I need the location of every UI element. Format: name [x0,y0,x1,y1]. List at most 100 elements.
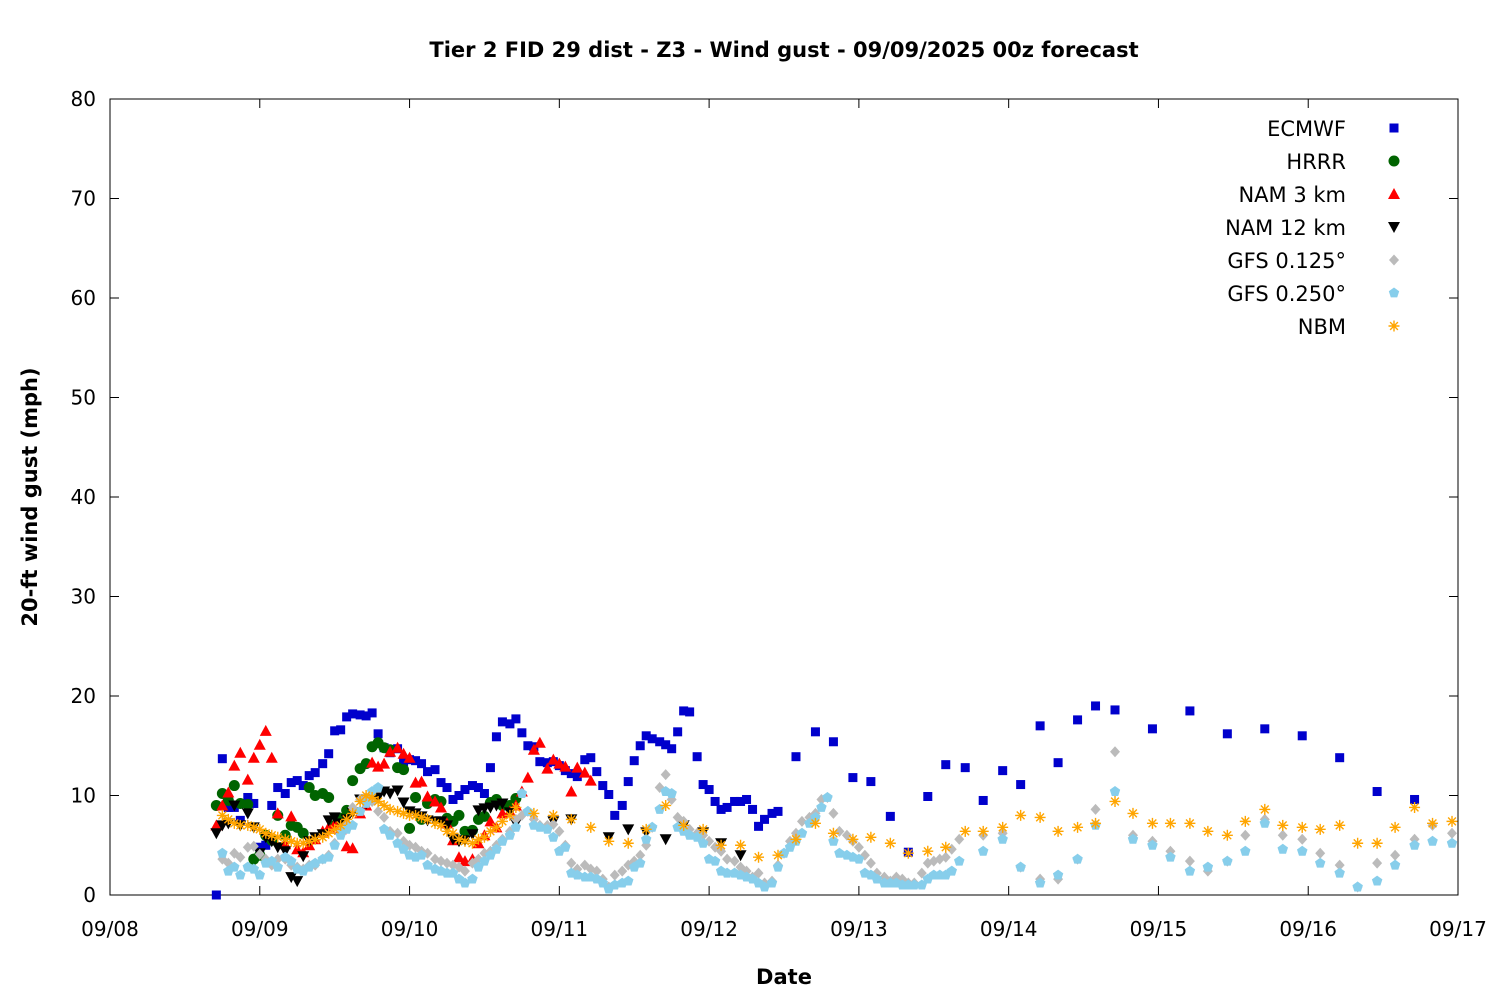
data-point [635,741,645,751]
data-point [322,815,335,827]
data-point [1409,801,1421,813]
x-tick-label: 09/15 [1130,917,1188,941]
data-point [216,799,229,811]
data-point [667,744,677,754]
data-point [392,837,403,848]
data-point [416,811,428,823]
data-point [1260,724,1270,734]
data-point [1259,817,1270,828]
data-point [373,729,383,739]
data-point [422,859,433,870]
data-point [271,842,284,854]
data-point [559,760,572,772]
data-point [640,823,652,835]
data-point [730,796,740,806]
data-point [496,798,509,810]
data-point [1034,877,1046,888]
data-point [623,875,634,886]
data-point [1165,851,1176,862]
data-point [491,732,501,742]
data-point [1297,731,1307,741]
data-point [697,823,709,835]
data-point [841,829,852,841]
data-point [403,751,416,763]
data-point [360,790,372,801]
data-point [271,807,284,819]
data-point [853,841,864,853]
data-point [459,865,470,877]
data-point [329,839,340,850]
data-point [661,740,671,750]
data-point [1202,825,1214,837]
data-point [243,792,253,802]
data-point [1334,859,1345,871]
data-point [1371,837,1383,849]
legend-label: GFS 0.250° [1227,282,1346,306]
data-point [997,833,1008,844]
data-point [834,825,845,837]
data-point [542,823,553,834]
legend-marker [1388,222,1400,233]
data-point [902,847,914,859]
data-point [598,781,608,791]
data-point [715,839,727,851]
data-point [497,835,508,846]
data-point [384,788,397,800]
data-point [346,842,359,854]
data-point [1053,758,1063,768]
data-point [866,777,876,787]
data-point [541,762,554,774]
data-point [384,803,396,815]
data-point [698,780,708,790]
data-point [496,815,508,827]
data-point [291,837,303,849]
data-point [216,809,228,821]
data-point [604,790,614,800]
data-point [1352,837,1364,849]
data-point [248,840,259,852]
data-point [1164,817,1176,829]
data-point [572,869,583,880]
y-tick-label: 30 [71,585,96,609]
data-point [378,799,390,811]
data-point [1015,809,1027,821]
data-point [254,869,265,880]
data-point [647,734,657,744]
data-point [378,823,390,834]
data-point [211,890,221,900]
data-point [504,809,516,821]
data-point [1052,869,1064,880]
data-point [1052,825,1064,837]
data-point [548,831,559,842]
data-point [497,717,507,727]
data-point [998,766,1008,776]
data-point [361,711,371,721]
data-point [916,867,927,879]
data-point [372,782,384,792]
x-tick-label: 09/11 [531,917,589,941]
data-point [222,786,235,798]
legend-label: NAM 3 km [1238,183,1346,207]
data-point [254,848,265,860]
data-point [654,803,665,814]
data-point [597,877,608,888]
data-point [372,760,385,772]
data-point [1185,706,1195,716]
data-point [1072,853,1083,864]
data-point [435,819,447,831]
data-point [472,833,484,845]
data-point [940,851,951,863]
data-point [622,824,635,836]
data-point [1184,817,1196,829]
data-point [834,847,845,858]
data-point [754,821,764,831]
data-point [865,831,877,843]
data-point [279,846,292,858]
data-point [242,798,254,810]
data-point [384,829,396,840]
data-point [404,809,416,821]
data-point [822,792,833,802]
data-point [748,804,758,814]
data-point [816,801,827,812]
